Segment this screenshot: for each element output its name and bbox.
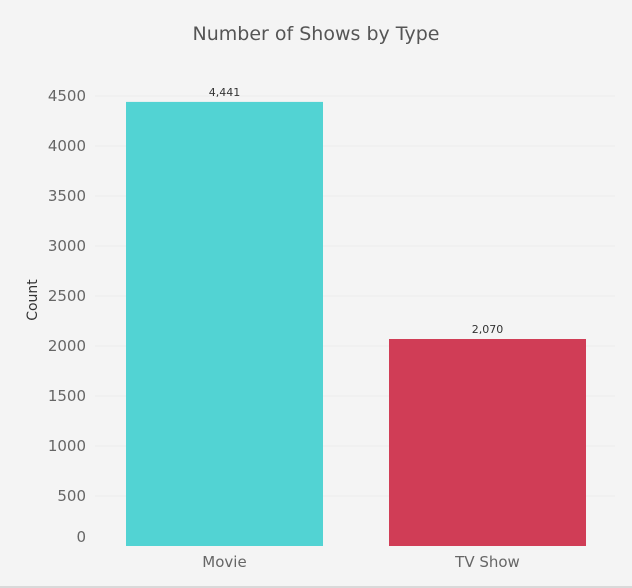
y-tick-label: 1500: [48, 387, 86, 405]
y-tick-label: 2500: [48, 287, 86, 305]
data-labels: 4,441 2,070: [209, 86, 504, 336]
bars: [126, 101, 586, 547]
x-axis-ticks: Movie TV Show: [202, 553, 520, 571]
y-axis-label: Count: [25, 279, 41, 321]
data-label-movie: 4,441: [209, 86, 241, 99]
y-tick-label: 3500: [48, 187, 86, 205]
y-tick-label: 500: [57, 487, 86, 505]
bar-tv-show: [389, 339, 586, 546]
x-tick-label-tv-show: TV Show: [454, 553, 520, 571]
y-tick-label: 0: [76, 528, 86, 546]
data-label-tv-show: 2,070: [472, 323, 504, 336]
y-tick-label: 1000: [48, 437, 86, 455]
chart-title: Number of Shows by Type: [193, 23, 440, 45]
y-axis-ticks: 0 500 1000 1500 2000 2500 3000 3500 4000 4500: [48, 87, 86, 546]
x-tick-label-movie: Movie: [202, 553, 246, 571]
bar-movie: [126, 101, 323, 547]
y-tick-label: 4000: [48, 137, 86, 155]
y-tick-label: 3000: [48, 237, 86, 255]
y-tick-label: 4500: [48, 87, 86, 105]
y-tick-label: 2000: [48, 337, 86, 355]
